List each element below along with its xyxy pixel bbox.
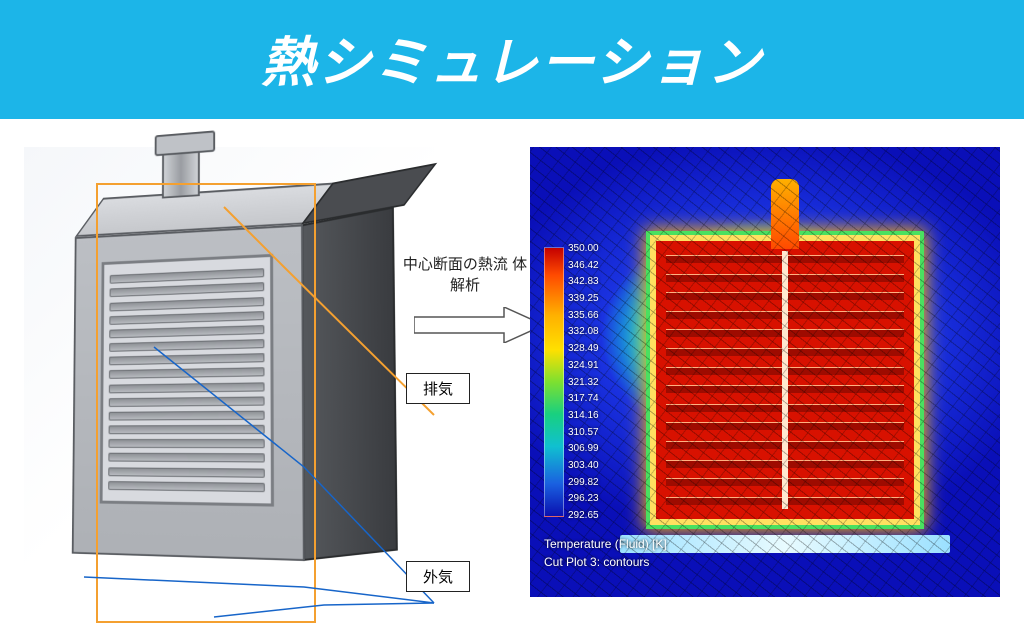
cad-front-vent (100, 254, 274, 507)
cad-vent-slot (109, 368, 264, 380)
cad-vent-slot (109, 325, 264, 338)
cad-vent-slot (108, 453, 264, 463)
cad-vent-slot (108, 439, 264, 448)
cad-vent-slot (109, 353, 264, 365)
colorbar-ticks: 350.00 346.42 342.83 339.25 335.66 332.08 328.… (568, 243, 599, 521)
cad-model-panel (24, 147, 434, 597)
colorbar-tick-label: 339.25 (568, 293, 599, 304)
callout-outside-air: 外気 (406, 561, 470, 592)
cad-vent-slot (109, 396, 265, 406)
colorbar-tick-label: 306.99 (568, 443, 599, 454)
colorbar-tick-label: 342.83 (568, 276, 599, 287)
callout-exhaust: 排気 (406, 373, 470, 404)
cad-vent-slot (109, 382, 265, 393)
colorbar-tick-label: 317.74 (568, 393, 599, 404)
colorbar-tick-label: 296.23 (568, 493, 599, 504)
cad-exhaust-chimney (162, 143, 200, 198)
colorbar-tick-label: 332.08 (568, 326, 599, 337)
cad-vent-slot (109, 311, 264, 325)
cad-vent-slot (108, 467, 264, 477)
cad-vent-slot (110, 282, 265, 297)
plot-caption: Temperature (Fluid) [K] Cut Plot 3: cont… (544, 535, 667, 571)
quantity-label: Temperature (Fluid) [K] (544, 535, 667, 553)
colorbar-tick-label: 292.65 (568, 510, 599, 521)
colorbar-tick-label: 303.40 (568, 460, 599, 471)
cad-enclosure (72, 220, 379, 574)
thermal-contour-plot: 350.00 346.42 342.83 339.25 335.66 332.08 328.… (530, 147, 1000, 597)
cross-section-label: 中心断面の熱流 体解析 (400, 254, 530, 296)
figure-row: 中心断面の熱流 体解析 排気 外気 350.00 346.42 342.83 339.… (0, 119, 1024, 607)
colorbar-tick-label: 346.42 (568, 260, 599, 271)
colorbar (544, 247, 564, 517)
cad-vent-slot (108, 481, 265, 492)
plot-subcaption: Cut Plot 3: contours (544, 553, 667, 571)
colorbar-tick-label: 299.82 (568, 477, 599, 488)
colorbar-tick-label: 324.91 (568, 360, 599, 371)
velocity-vectors-overlay (530, 147, 1000, 597)
cad-vent-slot (110, 268, 265, 283)
colorbar-tick-label: 314.16 (568, 410, 599, 421)
arrow-icon (414, 307, 544, 343)
cad-vent-slot (109, 339, 264, 352)
thermal-plot-panel: 350.00 346.42 342.83 339.25 335.66 332.08 328.… (530, 147, 1000, 597)
colorbar-tick-label: 310.57 (568, 427, 599, 438)
colorbar-tick-label: 321.32 (568, 377, 599, 388)
colorbar-tick-label: 350.00 (568, 243, 599, 254)
cad-vent-slot (109, 297, 264, 311)
cad-vent-slot (109, 411, 265, 421)
colorbar-tick-label: 328.49 (568, 343, 599, 354)
page-title: 熱シミュレーション (0, 0, 1024, 119)
cad-vent-slot (109, 425, 265, 434)
colorbar-tick-label: 335.66 (568, 310, 599, 321)
